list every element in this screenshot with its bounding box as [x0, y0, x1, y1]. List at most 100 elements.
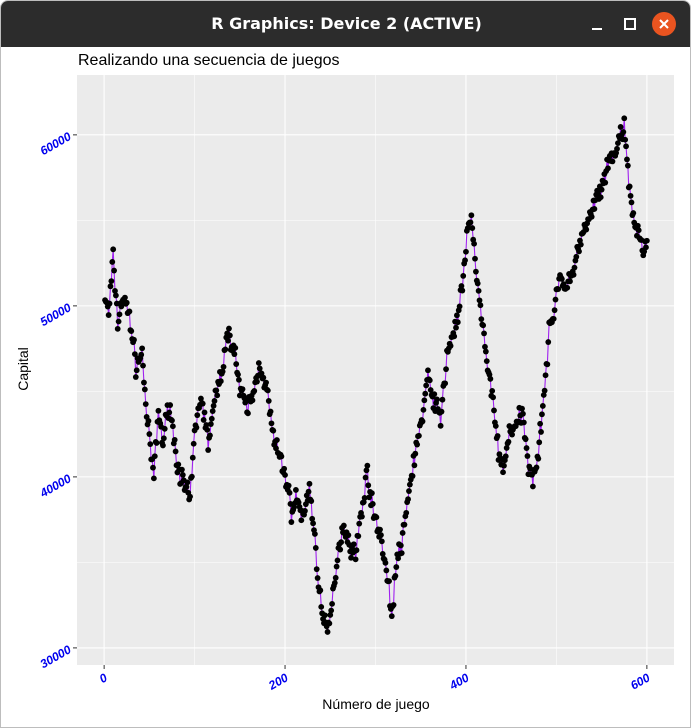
data-point: [598, 186, 605, 193]
data-point: [208, 415, 215, 422]
data-point: [314, 575, 321, 581]
minimize-button[interactable]: [585, 12, 609, 36]
data-point: [114, 325, 121, 332]
data-point: [331, 579, 338, 586]
data-point: [115, 318, 122, 325]
data-point: [220, 363, 227, 370]
data-point: [350, 541, 357, 548]
data-point: [502, 453, 509, 460]
data-point: [462, 257, 468, 264]
data-point: [236, 376, 242, 383]
data-point: [643, 244, 649, 251]
data-point: [494, 433, 501, 439]
data-point: [537, 420, 544, 427]
data-point: [635, 227, 642, 234]
data-point: [411, 462, 418, 469]
data-point: [524, 453, 531, 459]
data-point: [505, 438, 512, 445]
data-point: [482, 343, 488, 350]
data-point: [260, 374, 267, 381]
data-point: [169, 417, 175, 424]
data-point: [281, 465, 288, 472]
data-point: [210, 402, 217, 409]
data-point: [116, 311, 123, 318]
data-point: [268, 420, 275, 427]
data-point: [621, 115, 628, 122]
data-point: [193, 424, 200, 431]
data-point: [643, 237, 650, 244]
data-point: [267, 408, 274, 415]
data-point: [377, 526, 383, 533]
data-point: [626, 183, 633, 190]
data-point: [414, 441, 421, 448]
data-point: [382, 559, 389, 566]
data-point: [458, 283, 465, 289]
data-point: [161, 425, 168, 432]
data-point: [353, 547, 360, 554]
data-point: [270, 427, 277, 434]
data-point: [200, 417, 207, 423]
data-point: [254, 378, 260, 385]
data-point: [305, 488, 312, 495]
data-point: [500, 469, 506, 476]
data-point: [622, 136, 629, 143]
data-point: [306, 480, 313, 487]
data-point: [472, 255, 478, 262]
data-point: [473, 268, 479, 275]
data-point: [577, 241, 584, 248]
data-point: [431, 391, 438, 398]
data-point: [198, 395, 204, 402]
data-point: [609, 158, 616, 165]
data-point: [395, 555, 402, 562]
data-point: [555, 286, 562, 293]
maximize-button[interactable]: [618, 12, 642, 36]
data-point: [131, 336, 137, 343]
data-point: [150, 475, 157, 482]
data-point: [265, 398, 272, 404]
data-point: [146, 431, 153, 437]
data-point: [139, 345, 146, 352]
data-point: [427, 387, 434, 393]
data-point: [392, 573, 399, 579]
data-point: [539, 403, 546, 409]
data-point: [583, 226, 590, 233]
data-point: [489, 387, 496, 394]
minimize-icon: [592, 28, 602, 30]
axis-ticks: [73, 134, 648, 669]
data-point: [155, 407, 162, 414]
data-point: [133, 367, 140, 374]
data-point: [288, 519, 295, 525]
data-point: [327, 612, 334, 618]
data-point: [464, 225, 471, 232]
data-point: [188, 473, 195, 480]
title-bar[interactable]: R Graphics: Device 2 (ACTIVE): [1, 1, 690, 47]
data-point: [225, 337, 231, 344]
y-tick-label: 30000: [38, 642, 74, 671]
data-point: [378, 532, 384, 538]
data-point: [570, 271, 577, 278]
data-point: [274, 437, 280, 443]
data-point: [425, 367, 431, 374]
data-point: [383, 567, 390, 574]
data-point: [217, 378, 224, 385]
data-point: [169, 423, 176, 430]
data-point: [369, 501, 376, 507]
data-point: [273, 445, 279, 452]
data-point: [624, 162, 631, 169]
data-point: [536, 439, 543, 446]
data-point: [406, 488, 412, 494]
data-point: [107, 283, 114, 290]
close-button[interactable]: [652, 12, 676, 36]
data-point: [321, 612, 328, 619]
data-point: [591, 206, 598, 212]
data-point: [438, 408, 445, 415]
data-point: [422, 390, 429, 397]
data-point: [478, 316, 485, 323]
data-point: [203, 422, 210, 428]
data-point: [627, 192, 634, 199]
data-point: [312, 545, 319, 551]
data-point: [588, 213, 595, 220]
data-point: [454, 312, 460, 319]
data-point: [454, 319, 461, 326]
